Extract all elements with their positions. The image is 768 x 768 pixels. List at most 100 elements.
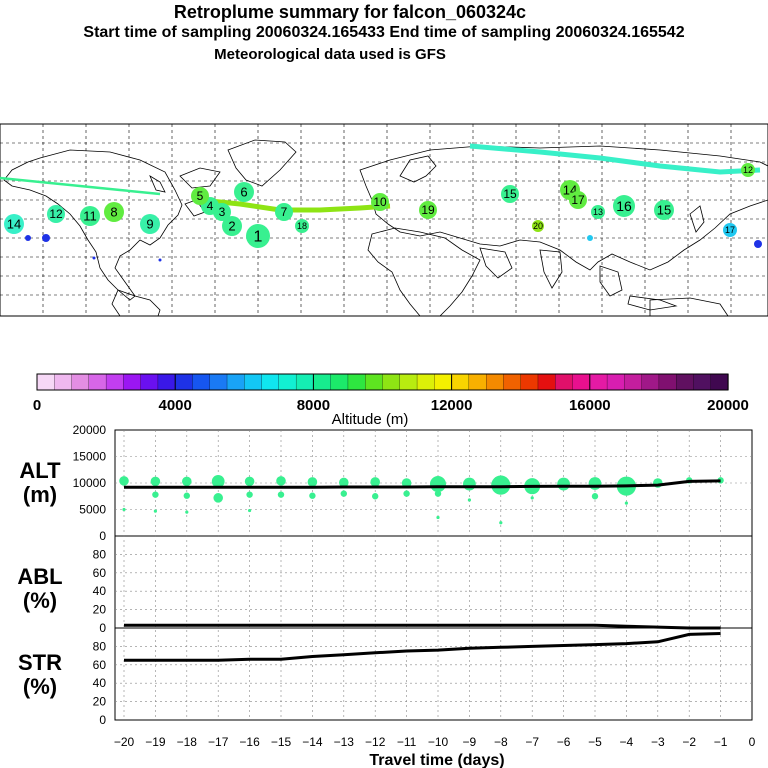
map-marker-label: 15 xyxy=(657,203,671,218)
x-tick-label: −19 xyxy=(145,735,166,749)
map-marker-label: 11 xyxy=(83,209,97,224)
met-data-note: Meteorological data used is GFS xyxy=(214,46,446,63)
map-marker-label: 18 xyxy=(297,221,307,231)
panel-title: (m) xyxy=(23,482,57,507)
map-marker: 1 xyxy=(246,224,270,248)
altitude-points xyxy=(119,475,724,525)
map-marker-label: 13 xyxy=(593,207,603,217)
colorbar-cell xyxy=(71,373,90,391)
colorbar-cell xyxy=(520,373,539,391)
x-tick-label: −16 xyxy=(239,735,260,749)
colorbar-tick-label: 12000 xyxy=(431,397,473,414)
map-marker: 15 xyxy=(501,185,519,203)
y-tick-label: 40 xyxy=(93,676,107,690)
altitude-point xyxy=(491,475,511,495)
altitude-point xyxy=(307,477,318,487)
altitude-point xyxy=(246,491,253,498)
colorbar-cell xyxy=(434,373,453,391)
y-tick-label: 20 xyxy=(93,603,107,617)
map-marker-label: 19 xyxy=(421,203,435,217)
y-tick-label: 60 xyxy=(93,566,107,580)
x-tick-label: −7 xyxy=(525,735,539,749)
x-tick-label: −11 xyxy=(397,735,417,749)
panel-title: (%) xyxy=(23,588,57,613)
altitude-point xyxy=(434,490,442,497)
altitude-point xyxy=(119,476,129,486)
map-marker: 17 xyxy=(723,223,737,237)
colorbar-cell xyxy=(226,373,245,391)
altitude-point xyxy=(430,476,446,493)
altitude-point xyxy=(499,521,503,525)
map-marker-label: 2 xyxy=(228,219,235,234)
x-tick-label: −1 xyxy=(714,735,728,749)
map-marker-label: 12 xyxy=(743,165,753,175)
colorbar-cell xyxy=(485,373,505,391)
altitude-point xyxy=(467,498,471,502)
map-marker-label: 20 xyxy=(533,221,543,231)
y-tick-label: 80 xyxy=(93,547,107,561)
colorbar-cell xyxy=(192,373,211,391)
y-tick-label: 20000 xyxy=(73,423,107,437)
panel-title: ABL xyxy=(17,564,62,589)
altitude-point xyxy=(122,507,126,512)
x-tick-label: −14 xyxy=(302,735,323,749)
map-marker-label: 7 xyxy=(281,205,288,219)
x-tick-label: −6 xyxy=(557,735,571,749)
colorbar-cell xyxy=(54,373,73,391)
altitude-point xyxy=(591,493,599,500)
altitude-point xyxy=(340,490,347,497)
altitude-point xyxy=(557,477,570,491)
altitude-point xyxy=(182,476,192,487)
colorbar-cell xyxy=(209,373,228,391)
x-tick-label: −9 xyxy=(463,735,477,749)
x-tick-label: −15 xyxy=(271,735,292,749)
altitude-point xyxy=(339,477,349,488)
alt-median-line xyxy=(124,479,721,489)
colorbar-cell xyxy=(157,373,176,391)
y-tick-label: 5000 xyxy=(79,503,106,517)
altitude-point xyxy=(185,510,189,514)
map-marker: 6 xyxy=(234,182,254,202)
altitude-point xyxy=(463,477,476,491)
x-tick-label: −3 xyxy=(651,735,665,749)
y-tick-label: 0 xyxy=(99,621,106,635)
time-series-panels: 0 5000 10000 15000 20000 0 20 40 60 80 0 20 40 60 80 −… xyxy=(17,423,755,768)
map-marker: 5 xyxy=(191,187,209,205)
map-marker: 11 xyxy=(80,206,100,226)
map-marker-label: 12 xyxy=(49,207,63,221)
altitude-point xyxy=(183,492,190,499)
x-tick-label: −20 xyxy=(114,735,135,749)
colorbar-cell xyxy=(313,373,332,391)
x-tick-label: −8 xyxy=(494,735,508,749)
x-tick-label: −4 xyxy=(620,735,634,749)
map-marker: 9 xyxy=(140,214,160,234)
x-tick-label: −13 xyxy=(334,735,355,749)
altitude-point xyxy=(624,501,629,505)
map-marker-label: 17 xyxy=(571,193,585,207)
colorbar-cell xyxy=(399,373,418,391)
colorbar-cell xyxy=(503,373,522,391)
x-tick-label: −12 xyxy=(365,735,386,749)
map-marker: 8 xyxy=(104,202,124,222)
altitude-point xyxy=(152,491,159,498)
map-marker: 20 xyxy=(532,220,544,232)
colorbar-cell xyxy=(36,373,55,391)
panel-title: STR xyxy=(18,650,62,675)
colorbar-cell xyxy=(572,373,591,391)
altitude-point xyxy=(588,477,602,490)
map-marker-label: 1 xyxy=(254,229,263,246)
colorbar-cell xyxy=(261,373,280,391)
colorbar-cell xyxy=(123,373,142,391)
abl-line xyxy=(124,623,721,630)
y-tick-label: 20 xyxy=(93,695,107,709)
colorbar-tick-label: 8000 xyxy=(297,397,330,414)
x-tick-label: −17 xyxy=(208,735,229,749)
map-marker: 18 xyxy=(295,219,309,233)
map-marker-label: 16 xyxy=(616,198,632,214)
altitude-point xyxy=(276,476,286,486)
map-marker-label: 15 xyxy=(503,187,517,201)
map-marker-label: 4 xyxy=(207,199,214,213)
y-tick-label: 40 xyxy=(93,584,107,598)
